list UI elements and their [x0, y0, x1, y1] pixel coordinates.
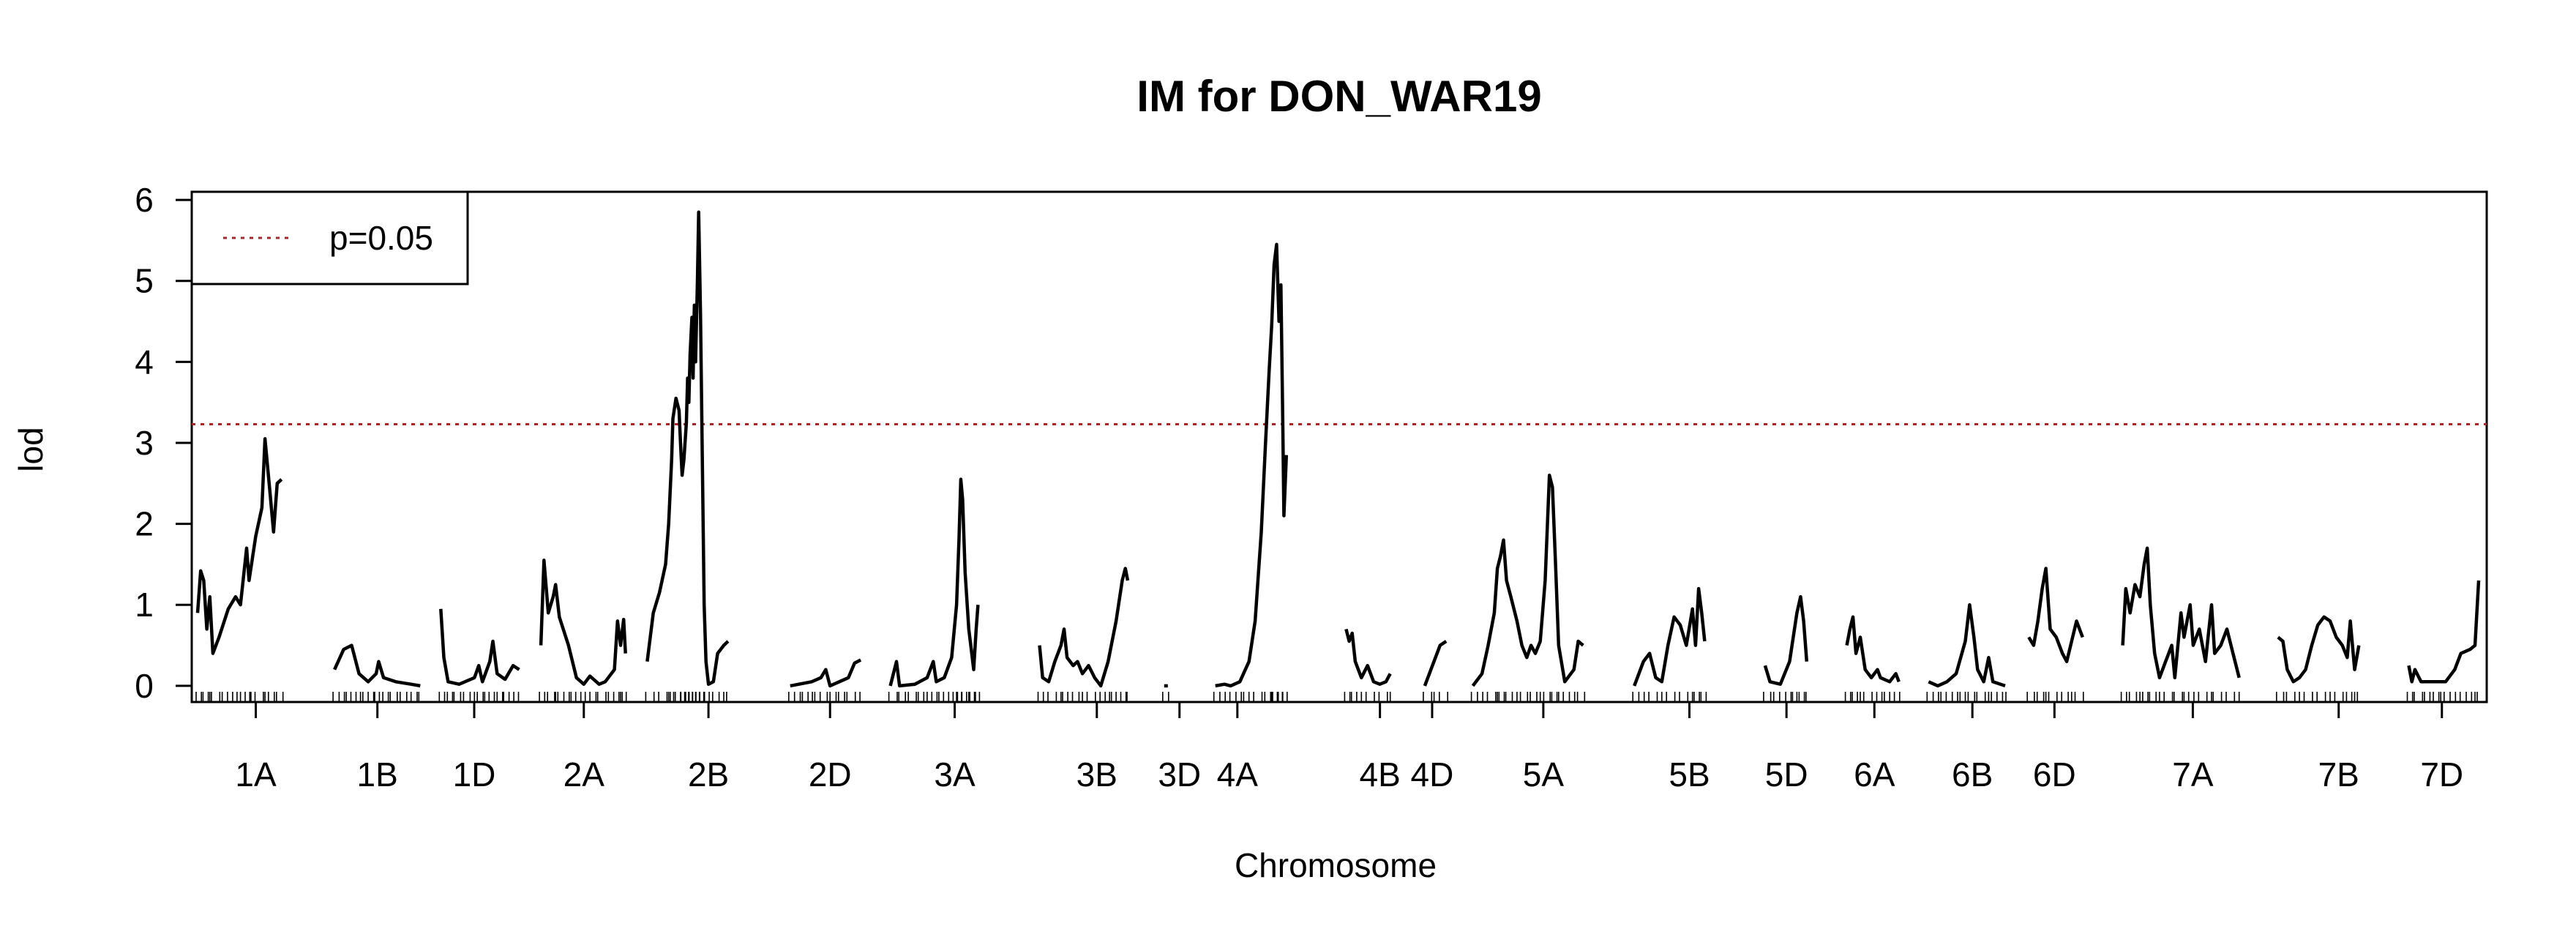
marker-rug-2A: [539, 692, 627, 702]
chromosome-label-3A: 3A: [934, 755, 976, 794]
lod-curve-3B: [1038, 567, 1130, 688]
lod-curve-1B: [333, 643, 421, 688]
lod-curve-6A: [1845, 615, 1901, 684]
chromosome-label-4A: 4A: [1217, 755, 1259, 794]
y-tick-label-0: 0: [135, 667, 154, 705]
legend-box: [190, 190, 469, 285]
lod-curve-1D: [439, 608, 520, 686]
y-tick-label-4: 4: [135, 343, 154, 381]
marker-rug-1A: [195, 692, 284, 702]
chromosome-label-1B: 1B: [357, 755, 398, 794]
chromosome-label-6D: 6D: [2033, 755, 2076, 794]
chromosome-label-5B: 5B: [1669, 755, 1710, 794]
chromosome-label-2B: 2B: [688, 755, 729, 794]
marker-rug-4D: [1423, 692, 1448, 702]
lod-curve-4A: [1215, 242, 1289, 688]
chromosome-label-5A: 5A: [1523, 755, 1565, 794]
y-tick-label-5: 5: [135, 262, 154, 300]
lod-curve-5D: [1763, 594, 1809, 686]
chromosome-label-2D: 2D: [809, 755, 852, 794]
marker-rug-1D: [438, 692, 520, 702]
y-tick-label-3: 3: [135, 424, 154, 462]
lod-curve-7A: [2121, 546, 2241, 680]
chromosome-label-4D: 4D: [1411, 755, 1454, 794]
chromosome-label-7A: 7A: [2172, 755, 2214, 794]
chromosome-label-5D: 5D: [1765, 755, 1808, 794]
lod-curve-3A: [888, 477, 980, 688]
chromosome-label-4B: 4B: [1359, 755, 1400, 794]
chromosome-label-7B: 7B: [2318, 755, 2359, 794]
marker-rug-7B: [2276, 692, 2359, 702]
marker-rug-5D: [1763, 692, 1807, 702]
lod-curve-6B: [1928, 602, 2006, 688]
legend: p=0.05: [190, 190, 469, 285]
y-tick-label-1: 1: [135, 586, 154, 624]
marker-rug-4A: [1213, 692, 1288, 702]
marker-rug-5B: [1632, 692, 1707, 702]
x-axis: 1A 1B 1D 2A 2B 2D 3A 3B 3D 4A 4B 4D 5A 5B 5D 6A 6B 6D 7A 7B…: [235, 755, 2463, 794]
chromosome-label-2A: 2A: [564, 755, 605, 794]
marker-rug-2D: [788, 692, 861, 702]
plot-frame: [190, 190, 2488, 703]
y-tick-label-6: 6: [135, 181, 154, 219]
marker-rug-3B: [1037, 692, 1128, 702]
lod-curve-2A: [539, 559, 627, 686]
marker-rug-3A: [888, 692, 981, 702]
marker-rug-6A: [1844, 692, 1901, 702]
marker-rug-6D: [2026, 692, 2084, 702]
lod-curve-6D: [2027, 567, 2084, 663]
lod-curve-2B: [645, 210, 730, 686]
y-tick-label-2: 2: [135, 505, 154, 543]
y-axis-title: lod: [12, 427, 50, 471]
marker-rug-6B: [1926, 692, 2007, 702]
marker-rug: [195, 692, 2478, 702]
lod-curve-1A: [195, 437, 283, 655]
chart-title: IM for DON_WAR19: [1137, 72, 1541, 121]
chromosome-label-1A: 1A: [235, 755, 277, 794]
x-axis-title: Chromosome: [1235, 846, 1437, 884]
marker-rug-7D: [2406, 692, 2478, 702]
marker-rug-2B: [645, 692, 727, 702]
chromosome-label-1D: 1D: [453, 755, 496, 794]
legend-label-threshold: p=0.05: [329, 219, 433, 257]
lod-curve-7B: [2277, 615, 2361, 684]
y-axis: 0 1 2 3 4 5 6: [135, 181, 192, 705]
lod-curve-2D: [790, 658, 862, 688]
lod-curve-4D: [1423, 640, 1448, 687]
chromosome-label-3D: 3D: [1158, 755, 1201, 794]
marker-rug-3D: [1162, 692, 1169, 702]
lod-curve-7D: [2407, 580, 2481, 684]
marker-rug-1B: [332, 692, 420, 702]
chromosome-label-3B: 3B: [1077, 755, 1117, 794]
marker-rug-7A: [2120, 692, 2240, 702]
lod-curves: [195, 210, 2481, 688]
chromosome-ticks: [255, 702, 2444, 718]
marker-rug-4B: [1344, 692, 1391, 702]
chromosome-label-6A: 6A: [1854, 755, 1895, 794]
lod-curve-5A: [1471, 473, 1584, 687]
chromosome-label-7D: 7D: [2420, 755, 2463, 794]
lod-curve-5B: [1633, 586, 1707, 687]
lod-curve-4B: [1344, 628, 1392, 686]
chromosome-label-6B: 6B: [1952, 755, 1993, 794]
marker-rug-5A: [1470, 692, 1586, 702]
